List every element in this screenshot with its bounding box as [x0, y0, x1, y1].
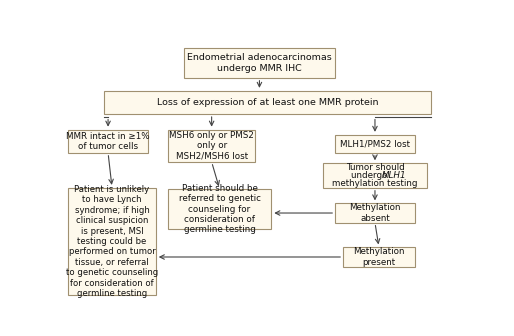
- Text: MLH1: MLH1: [382, 171, 407, 180]
- Text: MMR intact in ≥1%
of tumor cells: MMR intact in ≥1% of tumor cells: [66, 131, 150, 151]
- FancyBboxPatch shape: [335, 203, 415, 223]
- Text: Tumor should: Tumor should: [345, 163, 405, 172]
- Text: Patient should be
referred to genetic
counseling for
consideration of
germline t: Patient should be referred to genetic co…: [178, 184, 261, 235]
- FancyBboxPatch shape: [323, 163, 427, 188]
- FancyBboxPatch shape: [68, 188, 156, 295]
- FancyBboxPatch shape: [168, 189, 271, 229]
- Text: MSH6 only or PMS2
only or
MSH2/MSH6 lost: MSH6 only or PMS2 only or MSH2/MSH6 lost: [169, 131, 254, 161]
- Text: methylation testing: methylation testing: [332, 179, 418, 188]
- Text: MLH1/PMS2 lost: MLH1/PMS2 lost: [340, 139, 410, 148]
- Text: Patient is unlikely
to have Lynch
syndrome; if high
clinical suspicion
is presen: Patient is unlikely to have Lynch syndro…: [66, 185, 158, 298]
- FancyBboxPatch shape: [104, 91, 431, 114]
- FancyBboxPatch shape: [184, 48, 335, 78]
- FancyBboxPatch shape: [335, 135, 415, 153]
- Text: undergo: undergo: [351, 171, 399, 180]
- FancyBboxPatch shape: [343, 247, 415, 267]
- Text: Methylation
absent: Methylation absent: [349, 203, 401, 223]
- FancyBboxPatch shape: [68, 130, 148, 153]
- Text: Methylation
present: Methylation present: [353, 247, 405, 267]
- Text: Loss of expression of at least one MMR protein: Loss of expression of at least one MMR p…: [157, 98, 378, 107]
- FancyBboxPatch shape: [168, 130, 255, 162]
- Text: Endometrial adenocarcinomas
undergo MMR IHC: Endometrial adenocarcinomas undergo MMR …: [187, 53, 332, 73]
